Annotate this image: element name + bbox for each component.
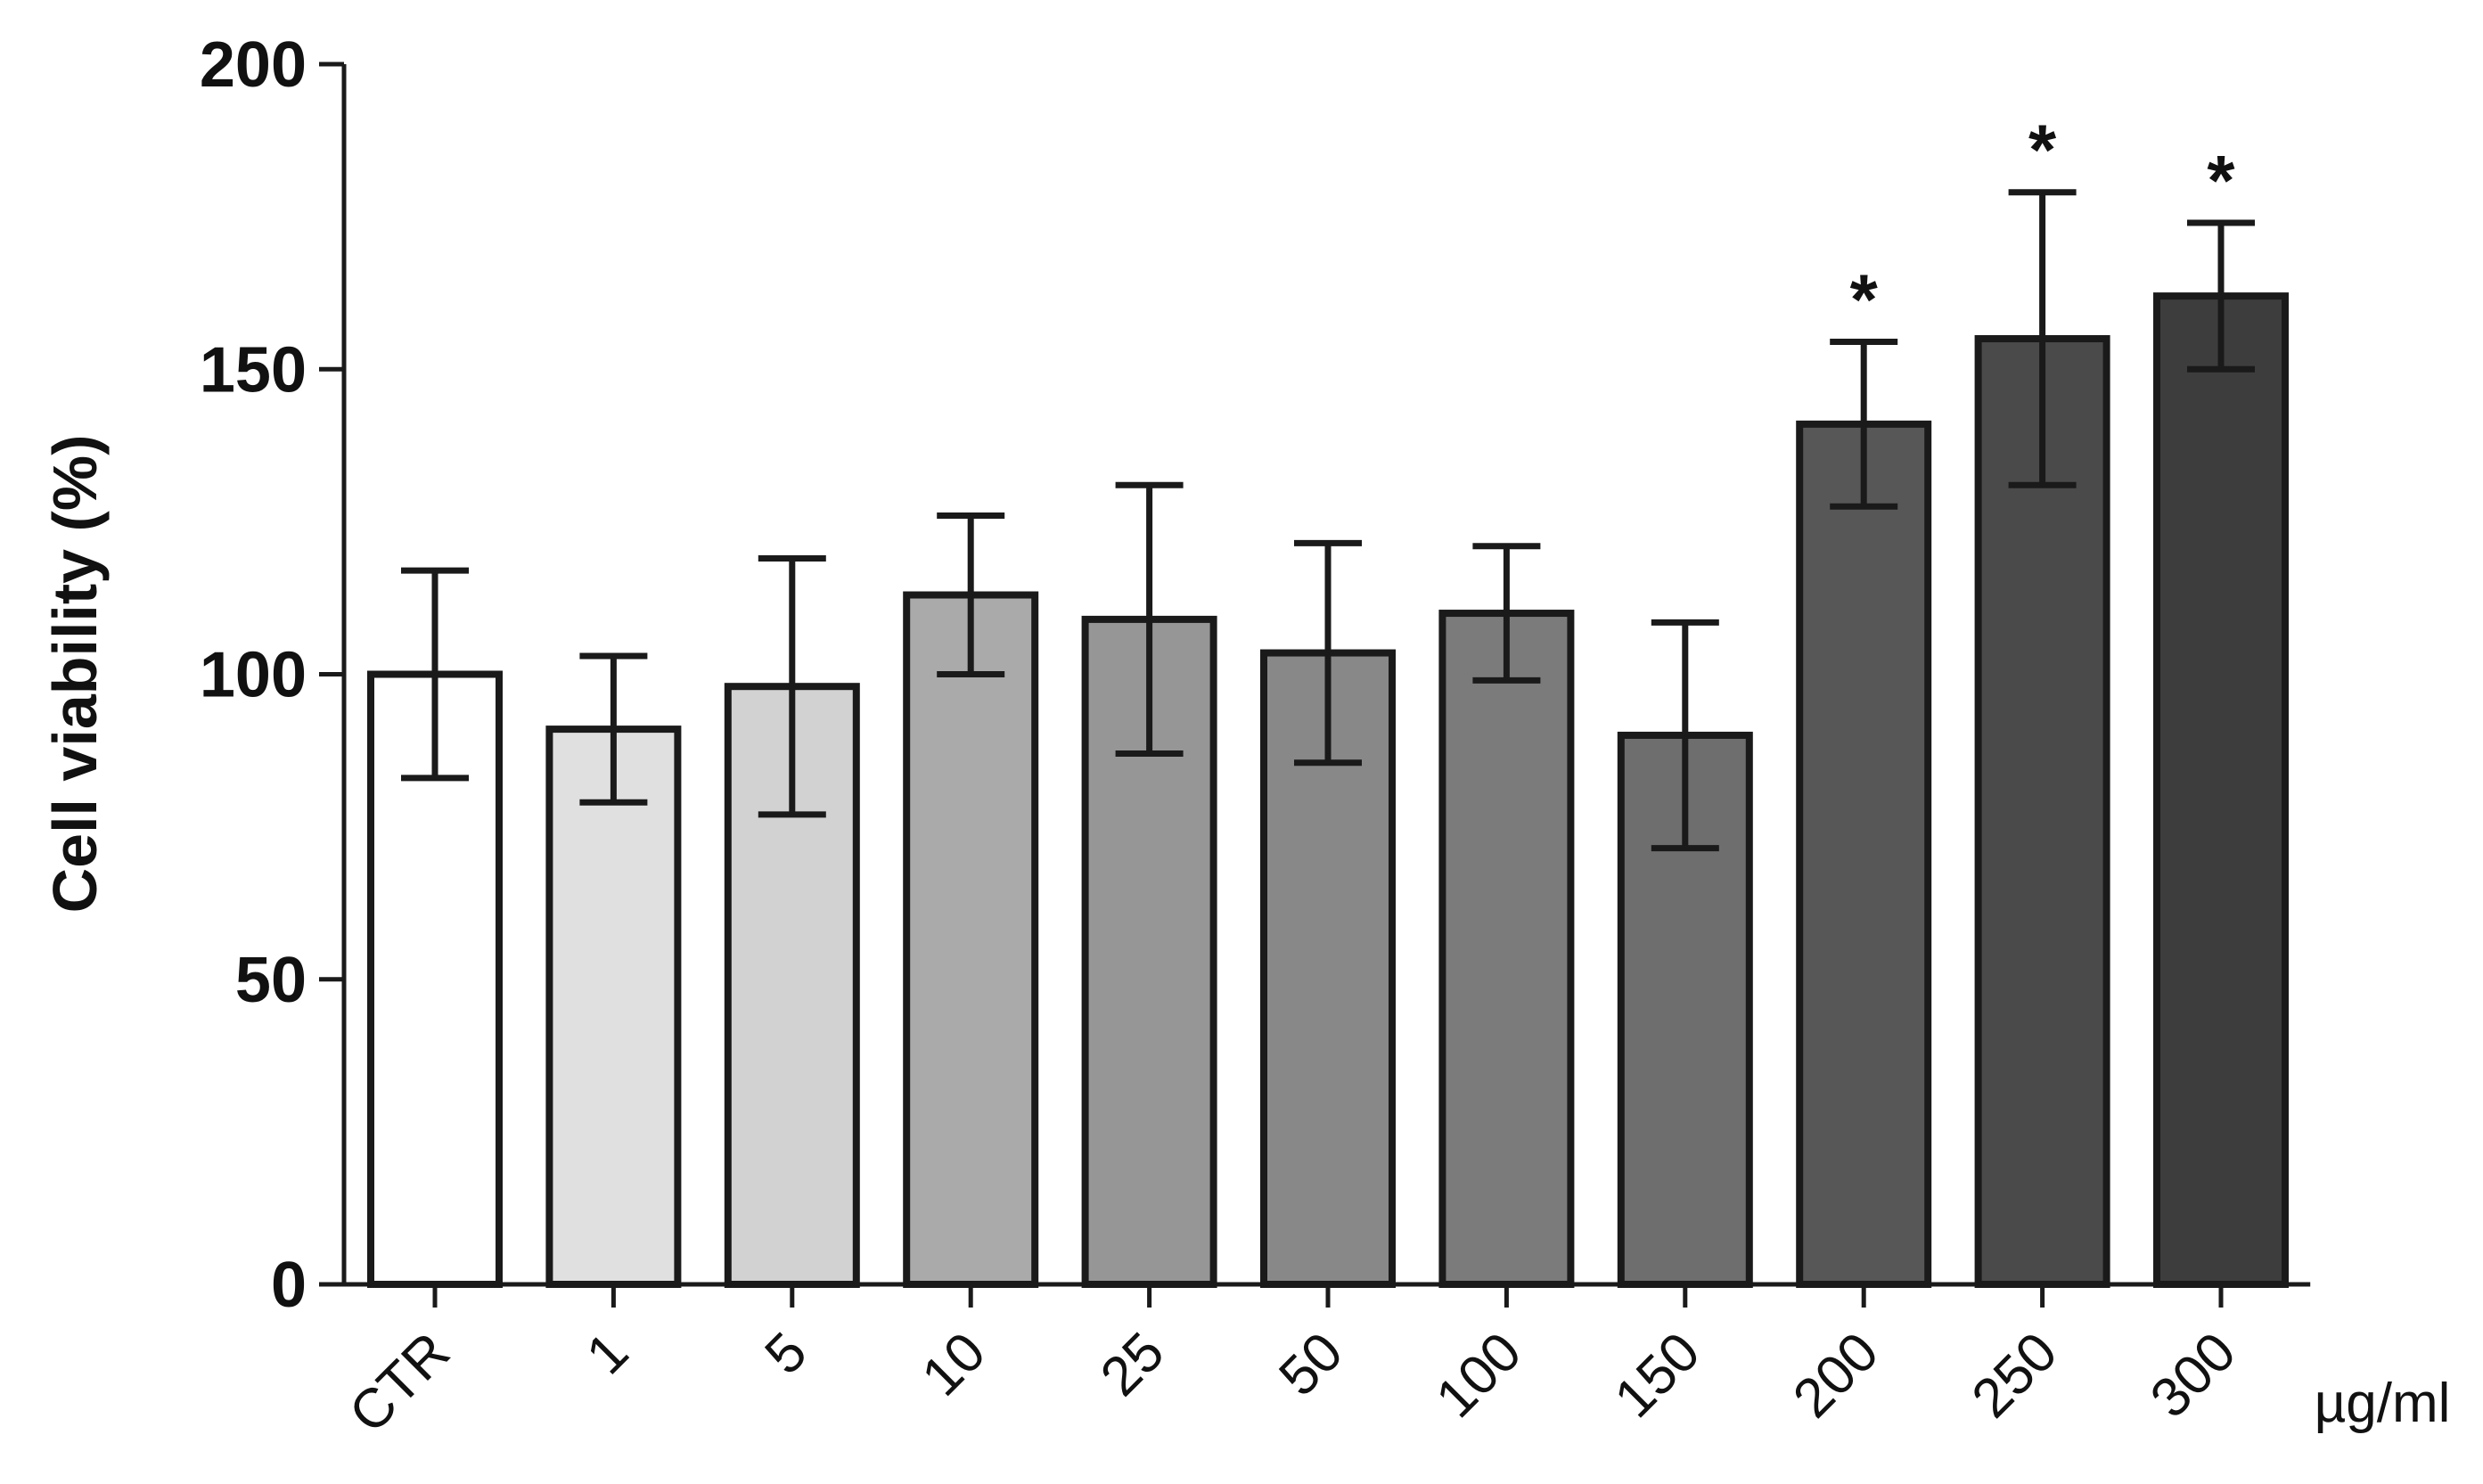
significance-marker: * xyxy=(1850,259,1879,339)
x-tick-label: 200 xyxy=(1782,1321,1890,1430)
x-tick-label: 25 xyxy=(1089,1321,1176,1408)
bar xyxy=(1974,335,2110,1288)
x-tick-label: 100 xyxy=(1424,1321,1533,1430)
x-tick-label: 10 xyxy=(911,1321,998,1408)
bar xyxy=(1438,610,1575,1288)
y-tick-label: 0 xyxy=(271,1250,307,1321)
bar xyxy=(2153,292,2289,1288)
significance-marker: * xyxy=(2207,141,2235,220)
x-unit-label: µg/ml xyxy=(2315,1373,2451,1434)
x-tick-label: 50 xyxy=(1267,1321,1355,1408)
bar xyxy=(1796,420,1932,1289)
x-tick-label: 5 xyxy=(754,1321,819,1386)
x-tick-label: CTR xyxy=(338,1321,462,1445)
x-tick-label: 250 xyxy=(1961,1321,2069,1430)
y-tick-label: 200 xyxy=(200,29,307,101)
x-tick-label: 150 xyxy=(1603,1321,1712,1430)
x-tick-label: 300 xyxy=(2139,1321,2248,1430)
y-tick-label: 150 xyxy=(200,334,307,406)
x-tick-label: 1 xyxy=(575,1321,640,1386)
y-tick-label: 50 xyxy=(235,945,307,1016)
y-axis-label: Cell viability (%) xyxy=(40,435,110,914)
y-tick-label: 100 xyxy=(200,640,307,711)
bar xyxy=(545,726,682,1288)
significance-marker: * xyxy=(2028,111,2057,190)
bar xyxy=(903,591,1039,1288)
